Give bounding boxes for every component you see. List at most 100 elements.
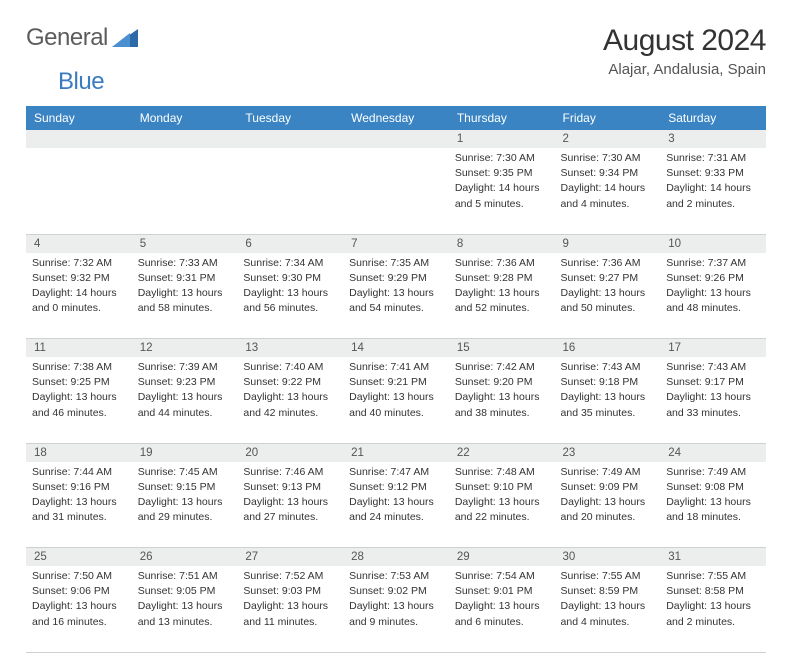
sunrise-line: Sunrise: 7:38 AM <box>32 360 126 374</box>
day-number-cell <box>343 130 449 148</box>
day-number-cell <box>237 130 343 148</box>
sunset-line: Sunset: 9:25 PM <box>32 375 126 389</box>
sunrise-line: Sunrise: 7:30 AM <box>561 151 655 165</box>
day-info-cell: Sunrise: 7:38 AMSunset: 9:25 PMDaylight:… <box>26 357 132 443</box>
brand-name-a: General <box>26 24 108 52</box>
daylight-line-b: and 52 minutes. <box>455 301 549 315</box>
daylight-line-b: and 33 minutes. <box>666 406 760 420</box>
daylight-line-a: Daylight: 14 hours <box>561 181 655 195</box>
day-info-cell: Sunrise: 7:37 AMSunset: 9:26 PMDaylight:… <box>660 253 766 339</box>
sunrise-line: Sunrise: 7:31 AM <box>666 151 760 165</box>
daylight-line-a: Daylight: 13 hours <box>243 599 337 613</box>
sunset-line: Sunset: 8:59 PM <box>561 584 655 598</box>
day-number-cell: 2 <box>555 130 661 148</box>
day-info-cell <box>343 148 449 234</box>
daylight-line-a: Daylight: 13 hours <box>455 390 549 404</box>
sunset-line: Sunset: 9:26 PM <box>666 271 760 285</box>
day-info: Sunrise: 7:33 AMSunset: 9:31 PMDaylight:… <box>138 253 232 316</box>
sunrise-line: Sunrise: 7:36 AM <box>561 256 655 270</box>
daylight-line-a: Daylight: 13 hours <box>561 495 655 509</box>
day-number-cell: 24 <box>660 443 766 462</box>
daylight-line-a: Daylight: 13 hours <box>666 495 760 509</box>
calendar-body: 123Sunrise: 7:30 AMSunset: 9:35 PMDaylig… <box>26 130 766 652</box>
daylight-line-b: and 29 minutes. <box>138 510 232 524</box>
sunset-line: Sunset: 9:29 PM <box>349 271 443 285</box>
day-info-cell <box>237 148 343 234</box>
sunrise-line: Sunrise: 7:49 AM <box>666 465 760 479</box>
sunset-line: Sunset: 9:10 PM <box>455 480 549 494</box>
sunrise-line: Sunrise: 7:48 AM <box>455 465 549 479</box>
sunrise-line: Sunrise: 7:54 AM <box>455 569 549 583</box>
daylight-line-a: Daylight: 13 hours <box>32 599 126 613</box>
sunset-line: Sunset: 9:28 PM <box>455 271 549 285</box>
sunset-line: Sunset: 9:21 PM <box>349 375 443 389</box>
day-info: Sunrise: 7:31 AMSunset: 9:33 PMDaylight:… <box>666 148 760 211</box>
dow-thursday: Thursday <box>449 106 555 130</box>
day-info-cell: Sunrise: 7:53 AMSunset: 9:02 PMDaylight:… <box>343 566 449 652</box>
sunrise-line: Sunrise: 7:39 AM <box>138 360 232 374</box>
dow-friday: Friday <box>555 106 661 130</box>
day-info: Sunrise: 7:52 AMSunset: 9:03 PMDaylight:… <box>243 566 337 629</box>
day-number-cell: 20 <box>237 443 343 462</box>
daylight-line-a: Daylight: 14 hours <box>666 181 760 195</box>
day-number-cell: 3 <box>660 130 766 148</box>
day-info-cell: Sunrise: 7:48 AMSunset: 9:10 PMDaylight:… <box>449 462 555 548</box>
day-info-cell: Sunrise: 7:44 AMSunset: 9:16 PMDaylight:… <box>26 462 132 548</box>
daylight-line-a: Daylight: 13 hours <box>666 286 760 300</box>
day-info: Sunrise: 7:44 AMSunset: 9:16 PMDaylight:… <box>32 462 126 525</box>
day-info-cell: Sunrise: 7:55 AMSunset: 8:58 PMDaylight:… <box>660 566 766 652</box>
sunrise-line: Sunrise: 7:50 AM <box>32 569 126 583</box>
daylight-line-a: Daylight: 13 hours <box>32 495 126 509</box>
dow-wednesday: Wednesday <box>343 106 449 130</box>
daylight-line-a: Daylight: 13 hours <box>138 390 232 404</box>
day-info: Sunrise: 7:55 AMSunset: 8:59 PMDaylight:… <box>561 566 655 629</box>
daylight-line-b: and 42 minutes. <box>243 406 337 420</box>
info-row: Sunrise: 7:44 AMSunset: 9:16 PMDaylight:… <box>26 462 766 548</box>
daylight-line-b: and 4 minutes. <box>561 615 655 629</box>
daylight-line-b: and 22 minutes. <box>455 510 549 524</box>
day-number-cell: 4 <box>26 234 132 253</box>
daylight-line-a: Daylight: 13 hours <box>349 599 443 613</box>
sunset-line: Sunset: 9:30 PM <box>243 271 337 285</box>
daylight-line-b: and 2 minutes. <box>666 615 760 629</box>
daylight-line-b: and 58 minutes. <box>138 301 232 315</box>
day-info-cell: Sunrise: 7:49 AMSunset: 9:09 PMDaylight:… <box>555 462 661 548</box>
day-info: Sunrise: 7:48 AMSunset: 9:10 PMDaylight:… <box>455 462 549 525</box>
daylight-line-a: Daylight: 13 hours <box>349 390 443 404</box>
sunrise-line: Sunrise: 7:53 AM <box>349 569 443 583</box>
daylight-line-a: Daylight: 14 hours <box>32 286 126 300</box>
brand-triangle-icon <box>112 25 138 52</box>
day-info-cell: Sunrise: 7:32 AMSunset: 9:32 PMDaylight:… <box>26 253 132 339</box>
day-info: Sunrise: 7:40 AMSunset: 9:22 PMDaylight:… <box>243 357 337 420</box>
day-number-cell: 17 <box>660 339 766 358</box>
sunset-line: Sunset: 9:05 PM <box>138 584 232 598</box>
day-info-cell: Sunrise: 7:49 AMSunset: 9:08 PMDaylight:… <box>660 462 766 548</box>
day-info-cell: Sunrise: 7:55 AMSunset: 8:59 PMDaylight:… <box>555 566 661 652</box>
daylight-line-a: Daylight: 13 hours <box>243 286 337 300</box>
sunset-line: Sunset: 9:16 PM <box>32 480 126 494</box>
daylight-line-b: and 0 minutes. <box>32 301 126 315</box>
sunrise-line: Sunrise: 7:35 AM <box>349 256 443 270</box>
day-info: Sunrise: 7:43 AMSunset: 9:18 PMDaylight:… <box>561 357 655 420</box>
daylight-line-a: Daylight: 13 hours <box>138 599 232 613</box>
day-number-cell: 6 <box>237 234 343 253</box>
info-row: Sunrise: 7:30 AMSunset: 9:35 PMDaylight:… <box>26 148 766 234</box>
sunset-line: Sunset: 8:58 PM <box>666 584 760 598</box>
daylight-line-a: Daylight: 13 hours <box>561 599 655 613</box>
day-number-cell: 25 <box>26 548 132 567</box>
day-info: Sunrise: 7:50 AMSunset: 9:06 PMDaylight:… <box>32 566 126 629</box>
day-info: Sunrise: 7:38 AMSunset: 9:25 PMDaylight:… <box>32 357 126 420</box>
day-number-cell: 27 <box>237 548 343 567</box>
daylight-line-a: Daylight: 13 hours <box>243 495 337 509</box>
info-row: Sunrise: 7:50 AMSunset: 9:06 PMDaylight:… <box>26 566 766 652</box>
month-title: August 2024 <box>603 24 766 58</box>
sunset-line: Sunset: 9:15 PM <box>138 480 232 494</box>
daylight-line-b: and 40 minutes. <box>349 406 443 420</box>
day-number-cell: 28 <box>343 548 449 567</box>
day-info: Sunrise: 7:53 AMSunset: 9:02 PMDaylight:… <box>349 566 443 629</box>
day-number-cell: 16 <box>555 339 661 358</box>
daylight-line-a: Daylight: 13 hours <box>138 495 232 509</box>
daylight-line-b: and 31 minutes. <box>32 510 126 524</box>
day-number-cell: 19 <box>132 443 238 462</box>
day-info: Sunrise: 7:47 AMSunset: 9:12 PMDaylight:… <box>349 462 443 525</box>
